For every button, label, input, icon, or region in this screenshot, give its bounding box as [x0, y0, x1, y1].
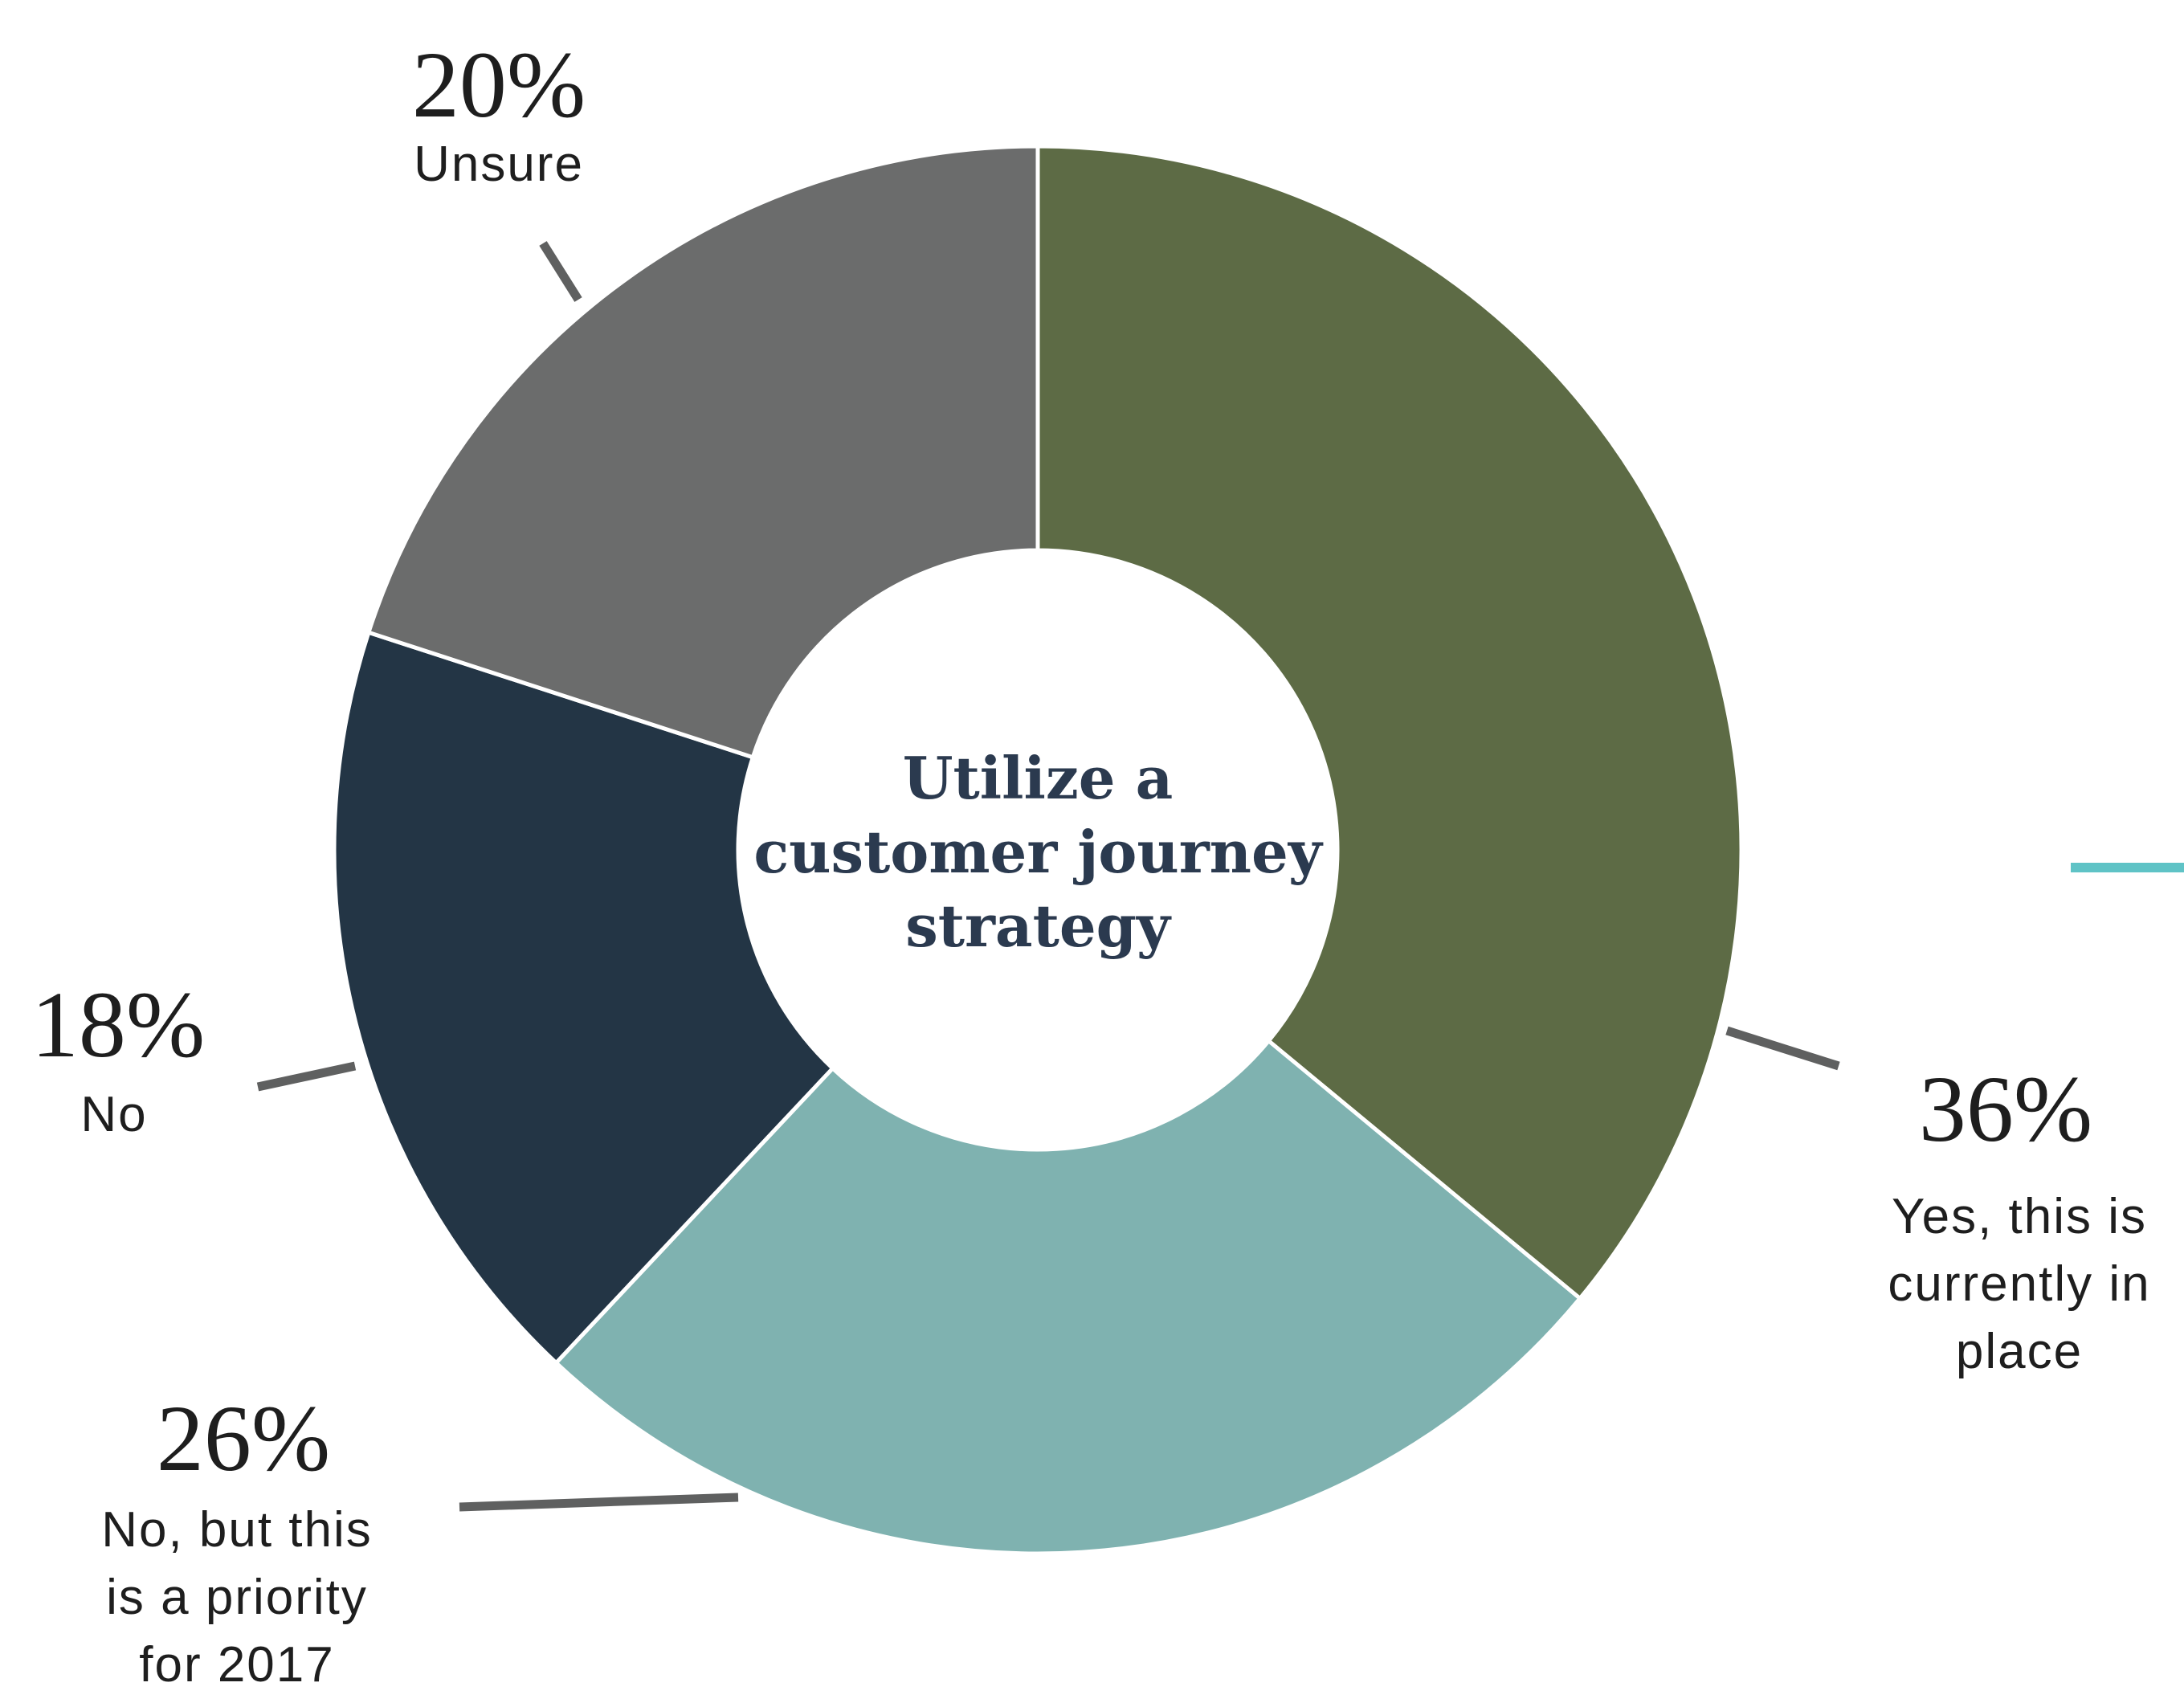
leader-line — [459, 1493, 739, 1512]
category-label: Unsure — [414, 137, 584, 192]
leader-line — [539, 241, 582, 302]
value-label: 18% — [31, 972, 205, 1077]
chart-title: Utilize a — [903, 744, 1174, 812]
chart-title: strategy — [905, 892, 1172, 960]
donut-slice — [1035, 144, 1744, 1301]
category-label: place — [1956, 1324, 2083, 1379]
value-label: 36% — [1919, 1056, 2092, 1162]
category-label: No, but this — [101, 1502, 373, 1558]
category-label: for 2017 — [139, 1637, 335, 1693]
category-label: No — [80, 1087, 147, 1142]
value-label: 26% — [157, 1386, 330, 1491]
donut-slice — [365, 144, 1040, 760]
category-label: currently in — [1888, 1256, 2150, 1312]
category-label: Yes, this is — [1892, 1189, 2147, 1244]
category-label: is a priority — [106, 1570, 368, 1625]
value-label: 20% — [412, 32, 586, 137]
leader-line — [1725, 1026, 1840, 1071]
chart-title: customer journey — [753, 818, 1324, 886]
donut-slice — [332, 630, 836, 1366]
leader-line — [256, 1061, 357, 1092]
donut-slice — [553, 1038, 1583, 1556]
